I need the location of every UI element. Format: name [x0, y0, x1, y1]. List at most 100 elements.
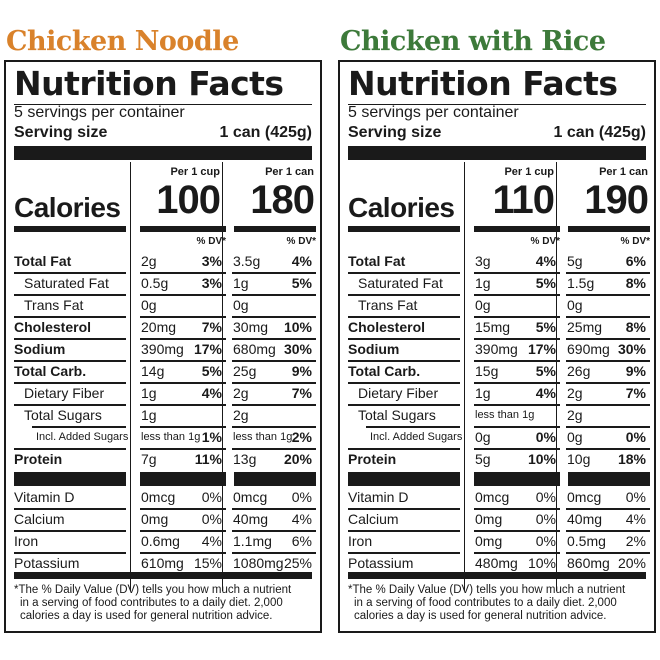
row-divider	[14, 360, 126, 362]
cup-amount: 610mg	[141, 555, 184, 571]
can-amount: 3.5g	[233, 253, 261, 269]
nutrient-row: Incl. Added Sugars less than 1g 1% less tha…	[14, 426, 316, 448]
can-amount: 0g	[567, 429, 583, 445]
row-divider	[14, 316, 126, 318]
cup-amount: 0.5g	[141, 275, 169, 291]
can-amount: 680mg	[233, 341, 276, 357]
nutrient-vitamin-divider	[348, 472, 460, 486]
can-percent-dv: 8%	[625, 319, 646, 335]
cup-amount: 0mg	[475, 533, 503, 549]
dv-header-cup: % DV*	[196, 236, 226, 247]
row-divider	[348, 382, 460, 384]
can-percent-dv: 0%	[291, 489, 312, 505]
can-amount: 10g	[567, 451, 591, 467]
nutrient-row: Trans Fat 0g 0g	[348, 294, 650, 316]
can-percent-dv: 4%	[291, 511, 312, 527]
nutrient-name: Total Sugars	[358, 407, 436, 423]
nutrient-name: Incl. Added Sugars	[370, 431, 463, 443]
calories-divider	[140, 226, 226, 232]
row-divider	[366, 426, 460, 428]
serving-size-row: Serving size 1 can (425g)	[14, 124, 312, 142]
calories-divider	[474, 226, 560, 232]
row-divider	[232, 382, 316, 384]
nutrient-vitamin-divider	[140, 472, 226, 486]
row-divider	[474, 272, 560, 274]
row-divider	[566, 360, 650, 362]
cup-percent-dv: 17%	[193, 341, 222, 357]
row-divider	[566, 338, 650, 340]
can-percent-dv: 6%	[625, 253, 646, 269]
cup-percent-dv: 5%	[201, 363, 222, 379]
calories-can-value: 180	[250, 178, 315, 222]
nutrient-rows: Total Fat 2g 3% 3.5g 4% Saturated Fat 0.5g 3% 1g…	[14, 250, 316, 470]
calories-divider	[348, 226, 460, 232]
row-divider	[14, 338, 126, 340]
cup-amount: 2g	[141, 253, 157, 269]
can-amount: 1.5g	[567, 275, 595, 291]
calories-can-value: 190	[584, 178, 649, 222]
cup-amount: 0g	[475, 429, 491, 445]
nutrient-row: Total Carb. 14g 5% 25g 9%	[14, 360, 316, 382]
calories-row: Calories Per 1 cup 100 Per 1 can 180	[14, 162, 315, 230]
daily-value-footnote: *The % Daily Value (DV) tells you how mu…	[14, 584, 312, 623]
can-amount: 2g	[567, 407, 583, 423]
can-amount: less than 1g	[233, 431, 293, 443]
can-amount: 690mg	[567, 341, 610, 357]
serving-size-label: Serving size	[348, 124, 442, 141]
nutrient-name: Incl. Added Sugars	[36, 431, 129, 443]
footnote-line: *The % Daily Value (DV) tells you how mu…	[348, 584, 626, 596]
can-percent-dv: 9%	[625, 363, 646, 379]
cup-percent-dv: 1%	[201, 429, 222, 445]
row-divider	[14, 530, 126, 532]
cup-amount: less than 1g	[475, 409, 535, 421]
per-cup-label: Per 1 cup	[504, 166, 554, 178]
row-divider	[140, 382, 226, 384]
row-divider	[348, 316, 460, 318]
calories-divider	[568, 226, 650, 232]
can-amount: 2g	[233, 385, 249, 401]
can-amount: 25g	[233, 363, 257, 379]
column-divider	[130, 162, 131, 591]
row-divider	[232, 272, 316, 274]
cup-amount: 1g	[475, 385, 491, 401]
nutrient-row: Protein 7g 11% 13g 20%	[14, 448, 316, 470]
nutrient-row: Saturated Fat 1g 5% 1.5g 8%	[348, 272, 650, 294]
can-amount: 2g	[233, 407, 249, 423]
vitamin-rows: Vitamin D 0mcg 0% 0mcg 0% Calcium 0mg 0% 40mg 4% I…	[14, 486, 316, 574]
nutrient-name: Protein	[14, 451, 63, 467]
nutrient-rows: Total Fat 3g 4% 5g 6% Saturated Fat 1g 5% 1.5g 8%…	[348, 250, 650, 470]
row-divider	[348, 338, 460, 340]
calories-divider	[14, 226, 126, 232]
can-amount: 26g	[567, 363, 591, 379]
footnote-divider	[14, 572, 312, 579]
nutrient-row: Total Carb. 15g 5% 26g 9%	[348, 360, 650, 382]
row-divider	[474, 552, 560, 554]
row-divider	[232, 426, 316, 428]
dv-header-can: % DV*	[286, 236, 316, 247]
row-divider	[140, 272, 226, 274]
per-can-label: Per 1 can	[265, 166, 314, 178]
nutrient-row: Cholesterol 15mg 5% 25mg 8%	[348, 316, 650, 338]
nutrient-row: Saturated Fat 0.5g 3% 1g 5%	[14, 272, 316, 294]
cup-percent-dv: 0%	[535, 489, 556, 505]
nutrient-name: Total Sugars	[24, 407, 102, 423]
cup-amount: 0mg	[475, 511, 503, 527]
cup-percent-dv: 11%	[194, 451, 222, 467]
nutrient-name: Sodium	[14, 341, 66, 357]
row-divider	[14, 294, 126, 296]
can-amount: 40mg	[233, 511, 269, 527]
cup-amount: 390mg	[475, 341, 518, 357]
cup-percent-dv: 0%	[201, 489, 222, 505]
thick-divider	[14, 146, 312, 160]
row-divider	[348, 272, 460, 274]
per-can-label: Per 1 can	[599, 166, 648, 178]
nutrient-name: Vitamin D	[14, 489, 75, 505]
calories-per-cup: Per 1 cup 110	[466, 166, 555, 221]
row-divider	[14, 508, 126, 510]
product-chicken-with-rice: Chicken with Rice Nutrition Facts 5 serv…	[334, 0, 660, 660]
can-percent-dv: 2%	[625, 533, 646, 549]
can-amount: 1080mg	[233, 555, 284, 571]
serving-size-value: 1 can (425g)	[219, 124, 312, 141]
nutrition-facts-panel: Nutrition Facts 5 servings per container…	[338, 60, 656, 633]
row-divider	[140, 508, 226, 510]
